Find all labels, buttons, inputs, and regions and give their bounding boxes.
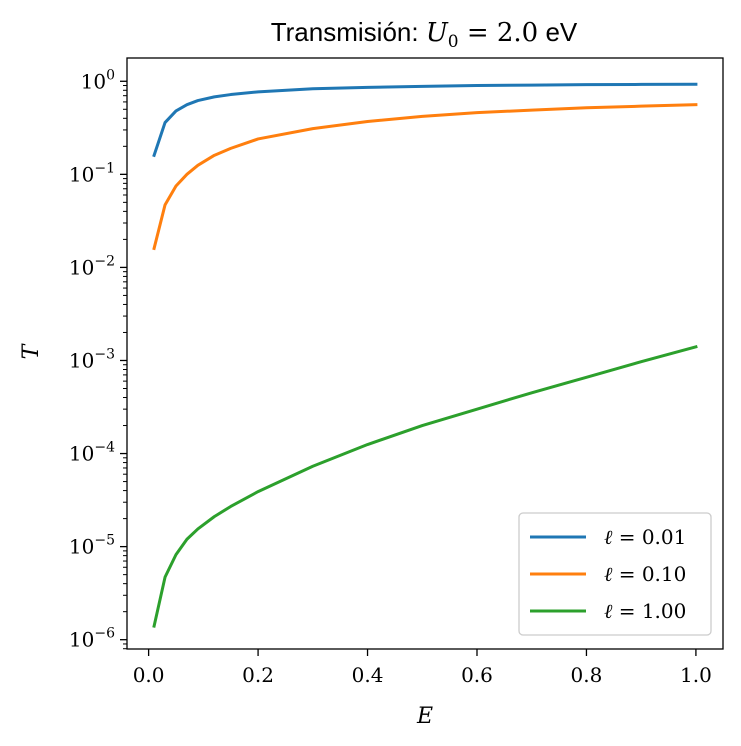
- y-tick-label: 10−2: [69, 253, 115, 279]
- y-axis-label: T: [19, 342, 44, 359]
- series-line-1: [152, 103, 698, 251]
- x-tick-label: 0.8: [571, 663, 603, 687]
- legend-label-2: ℓ = 1.00: [604, 599, 686, 623]
- legend: ℓ = 0.01 ℓ = 0.10 ℓ = 1.00: [518, 512, 712, 636]
- x-axis-label: E: [416, 704, 433, 729]
- legend-label-0: ℓ = 0.01: [604, 525, 686, 549]
- legend-label-1: ℓ = 0.10: [604, 562, 686, 586]
- series-line-2: [152, 345, 698, 628]
- plot-area: [126, 57, 724, 650]
- x-tick-label: 0.4: [352, 663, 384, 687]
- series-line-0: [152, 82, 698, 158]
- chart-title: Transmisión: U0 = 2.0 eV: [271, 17, 578, 52]
- y-tick-label: 10−4: [69, 440, 115, 466]
- x-tick-label: 0.0: [133, 663, 165, 687]
- legend-box: [518, 512, 712, 636]
- x-tick-label: 0.2: [242, 663, 274, 687]
- y-tick-label: 10−6: [69, 626, 115, 652]
- y-tick-label: 10−1: [69, 160, 115, 186]
- y-tick-label: 100: [81, 67, 115, 93]
- x-tick-label: 1.0: [680, 663, 712, 687]
- y-tick-label: 10−5: [69, 533, 115, 559]
- y-tick-label: 10−3: [69, 346, 115, 372]
- x-tick-label: 0.6: [461, 663, 493, 687]
